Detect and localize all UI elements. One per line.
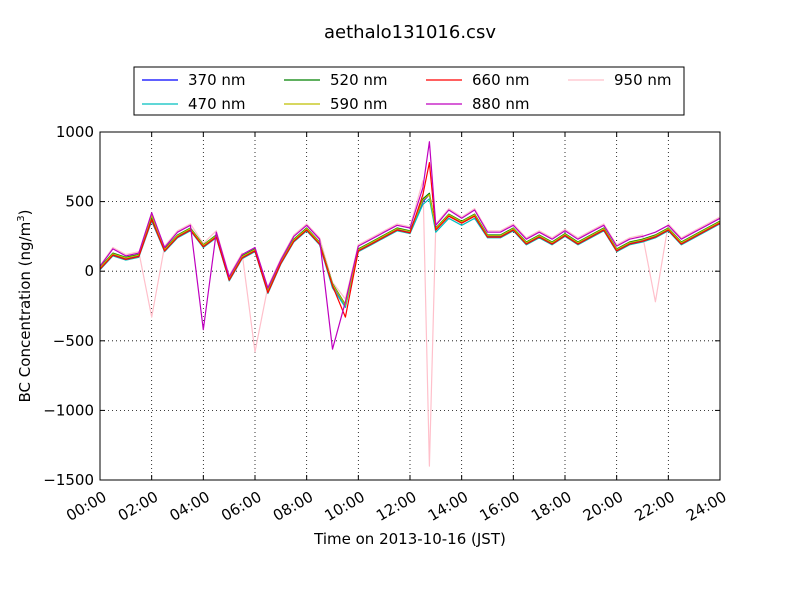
legend-entry: 520 nm [330,71,388,89]
x-axis-label: Time on 2013-10-16 (JST) [313,530,506,548]
plot-frame [99,131,721,481]
y-tick-label: −1500 [43,471,94,489]
series-line [99,194,721,306]
y-tick-label: 500 [65,193,94,211]
series-line [99,180,721,467]
chart-title: aethalo131016.csv [324,22,496,43]
legend: 370 nm 470 nm 520 nm 590 nm 660 nm 880 nm 950 … [133,66,685,116]
legend-entry: 470 nm [188,95,246,113]
grid [100,132,720,480]
y-axis-label: BC Concentration (ng/m3) [16,210,34,403]
y-tick-label: −1000 [43,401,94,419]
series-lines [99,141,721,467]
y-tick-label: −500 [53,332,94,350]
legend-entry: 590 nm [330,95,388,113]
series-line [99,141,721,350]
legend-box [133,66,685,116]
legend-entry: 660 nm [472,71,530,89]
legend-entry: 950 nm [614,71,672,89]
series-line [99,162,721,318]
legend-entry: 370 nm [188,71,246,89]
legend-entry: 880 nm [472,95,530,113]
y-tick-label: 0 [84,262,94,280]
y-tick-label: 1000 [56,123,94,141]
